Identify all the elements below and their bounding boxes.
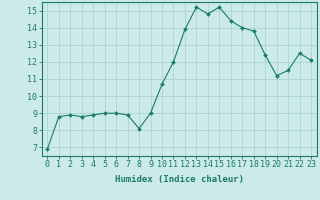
X-axis label: Humidex (Indice chaleur): Humidex (Indice chaleur): [115, 175, 244, 184]
